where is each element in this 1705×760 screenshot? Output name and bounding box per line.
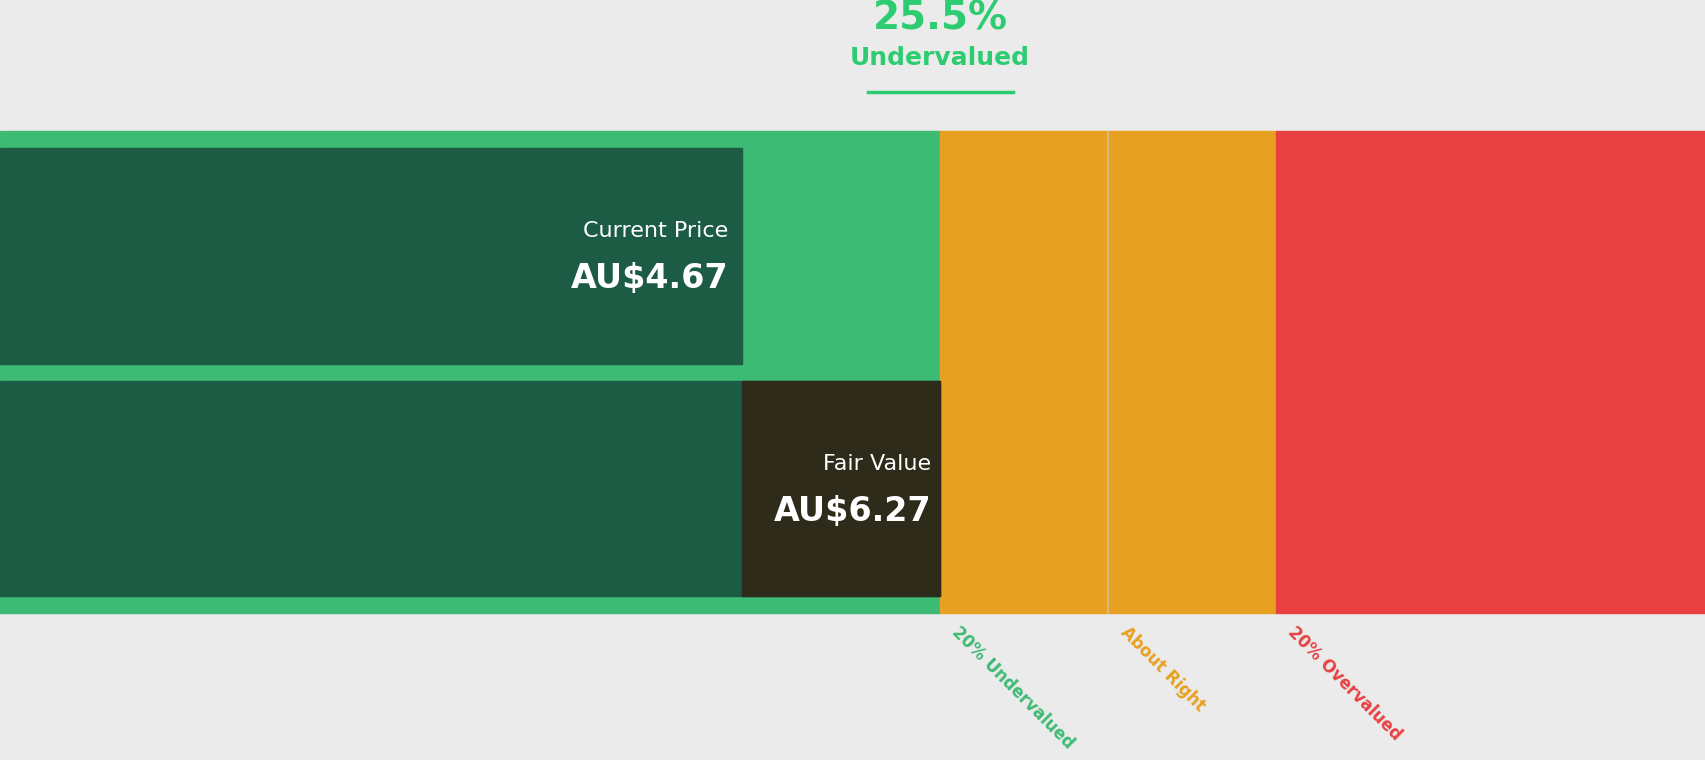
Text: 20% Undervalued: 20% Undervalued <box>948 623 1078 752</box>
Bar <box>0 381 939 597</box>
Bar <box>939 131 1275 613</box>
Text: 20% Overvalued: 20% Overvalued <box>1284 623 1405 744</box>
Text: About Right: About Right <box>1117 623 1207 715</box>
Text: Undervalued: Undervalued <box>849 46 1030 70</box>
Bar <box>0 148 742 364</box>
Text: Current Price: Current Price <box>583 221 728 242</box>
Text: Fair Value: Fair Value <box>824 454 931 474</box>
Bar <box>0 131 939 613</box>
Bar <box>742 381 939 597</box>
Text: AU$6.27: AU$6.27 <box>774 495 931 528</box>
Bar <box>1275 131 1705 613</box>
Text: AU$4.67: AU$4.67 <box>571 262 728 296</box>
Text: 25.5%: 25.5% <box>871 0 1008 37</box>
